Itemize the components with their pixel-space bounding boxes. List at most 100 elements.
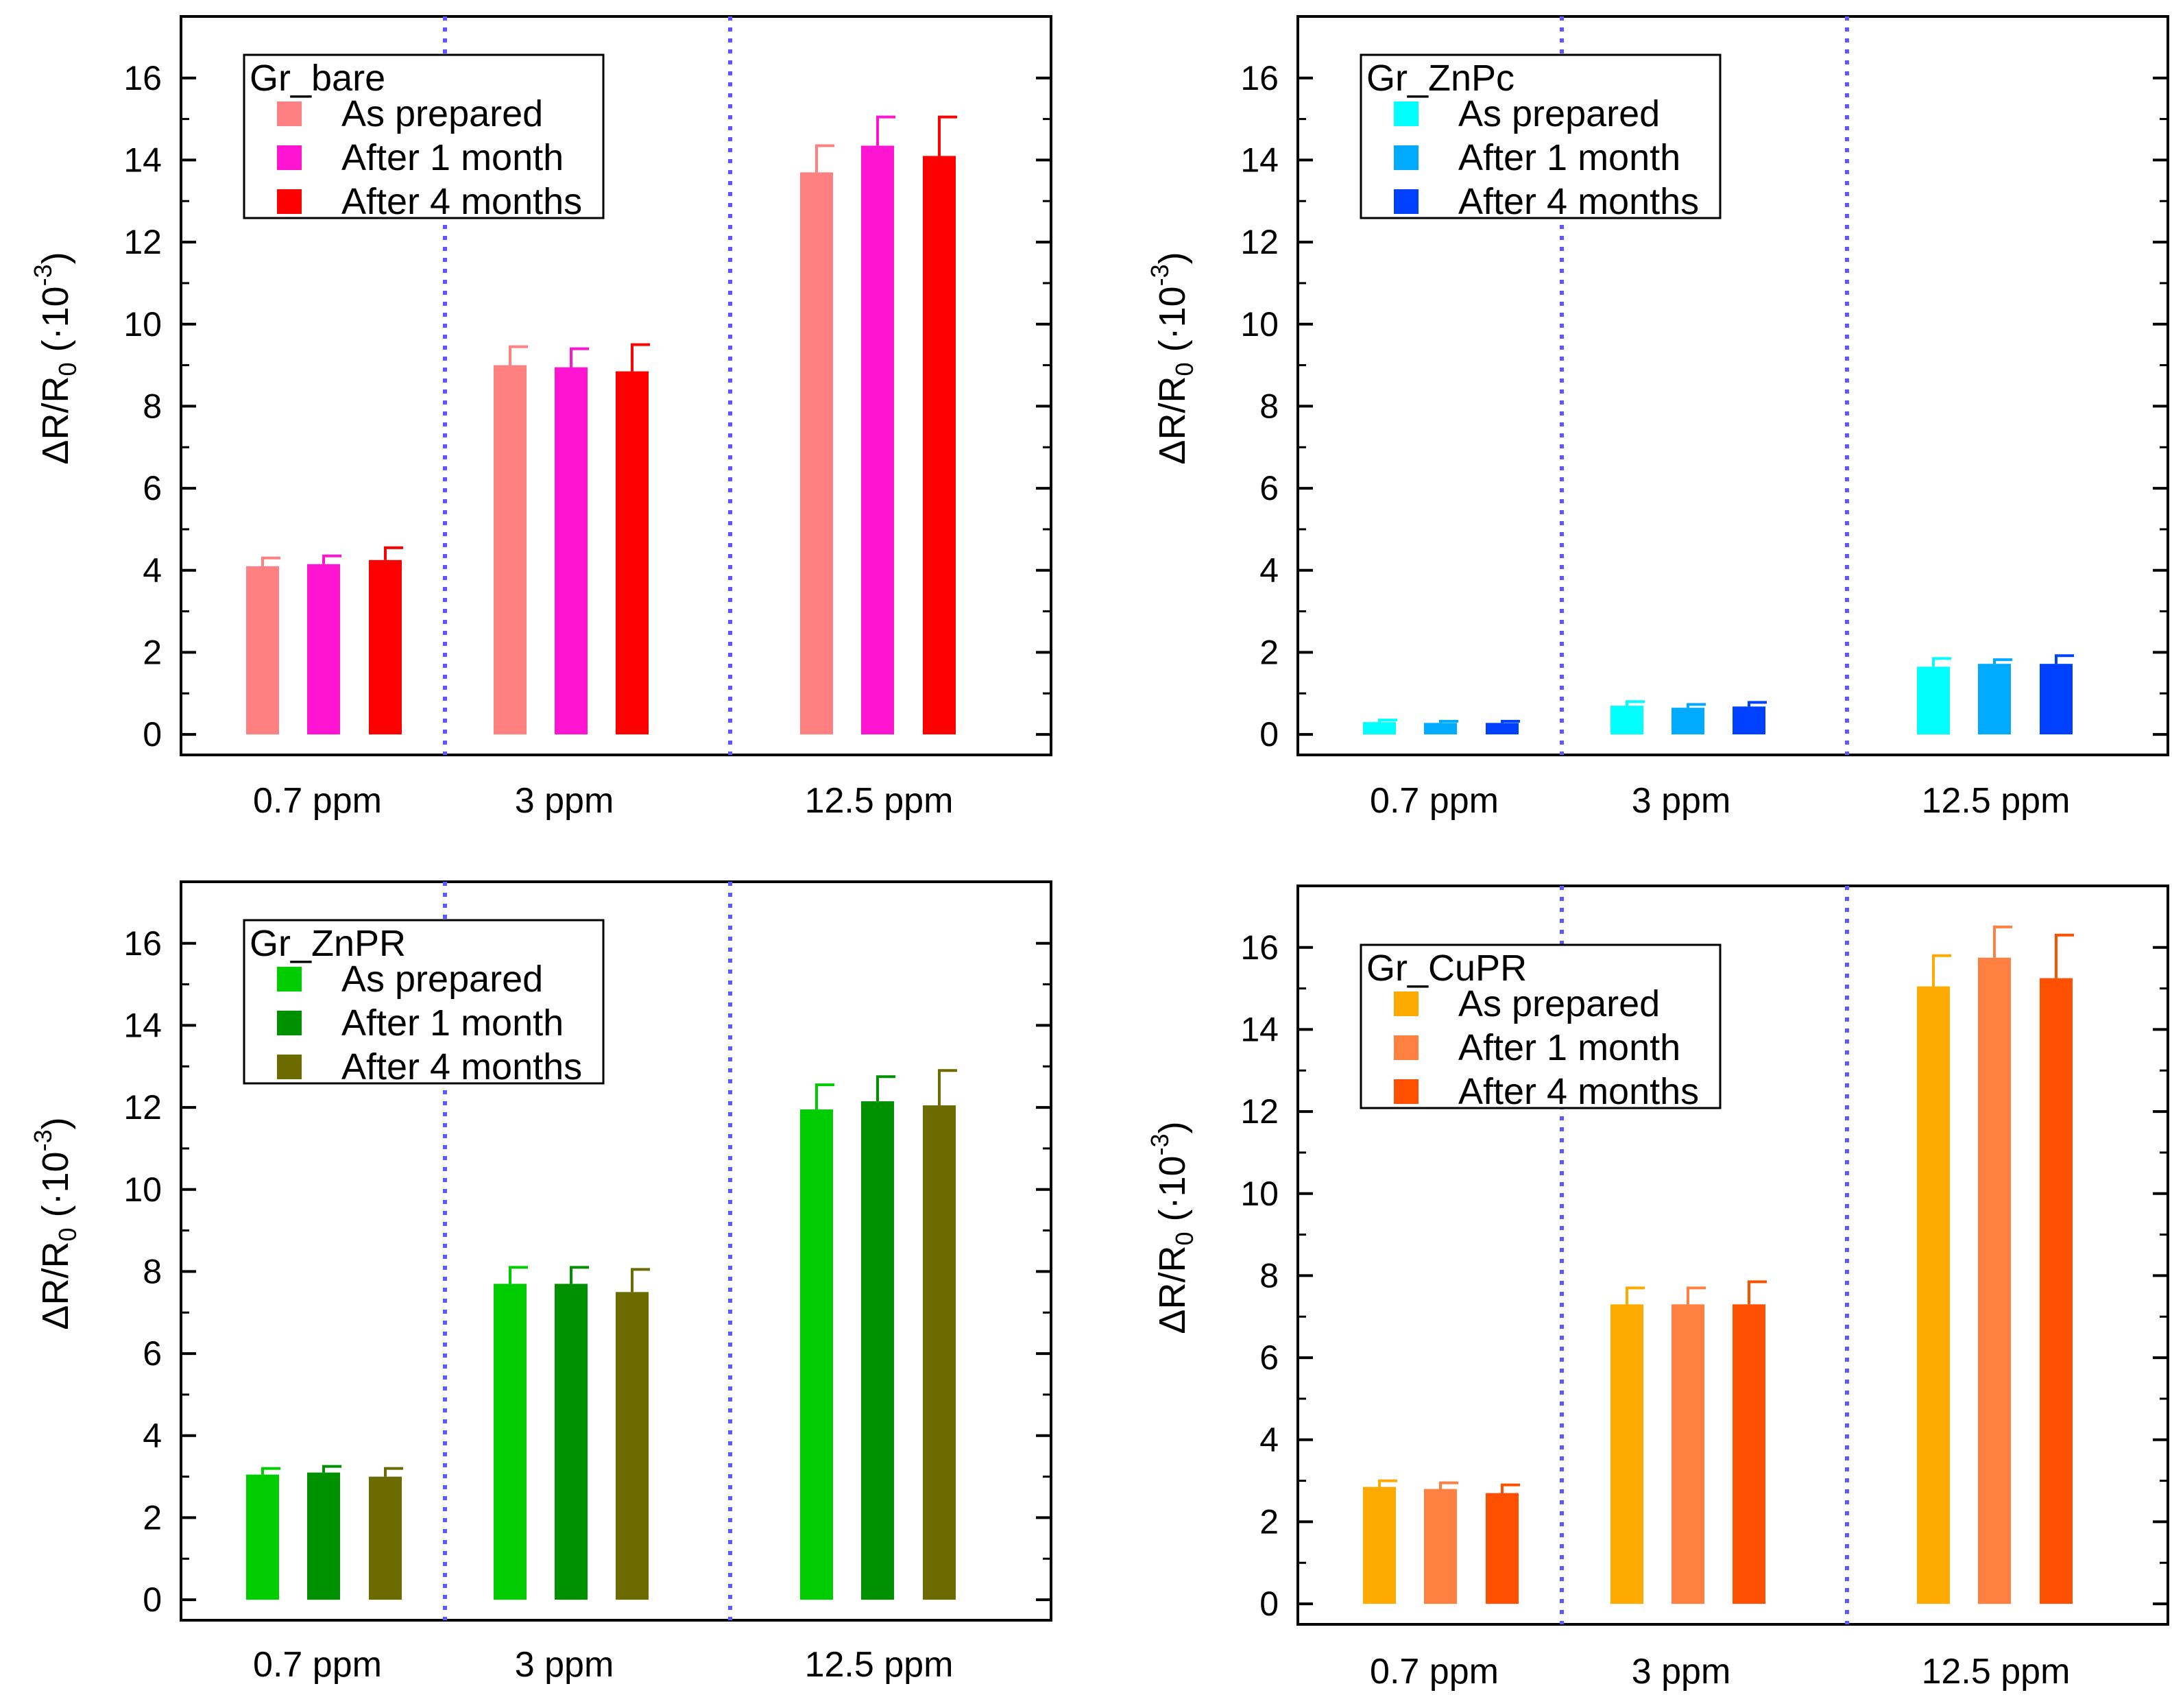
y-tick-label: 4	[143, 1417, 162, 1455]
bar	[1610, 1304, 1643, 1604]
y-tick-label: 12	[1240, 1092, 1279, 1131]
bar	[1424, 1489, 1457, 1604]
y-axis-label: ΔR/R0 (·10-3)	[29, 1117, 82, 1330]
y-tick-label: 6	[143, 469, 162, 507]
legend-entry: After 4 months	[1458, 1071, 1699, 1112]
bar	[616, 1292, 649, 1600]
y-tick-label: 10	[123, 1170, 162, 1209]
legend-title: Gr_ZnPR	[250, 923, 406, 964]
legend-swatch	[1394, 101, 1419, 126]
bar	[2040, 664, 2073, 735]
y-tick-label: 16	[1240, 928, 1279, 967]
legend-title: Gr_CuPR	[1366, 948, 1527, 989]
y-tick-label: 2	[1259, 1502, 1279, 1541]
y-tick-label: 2	[1259, 633, 1279, 671]
y-tick-label: 10	[1240, 1175, 1279, 1213]
bar	[2040, 978, 2073, 1604]
y-tick-label: 12	[1240, 223, 1279, 261]
y-tick-label: 14	[123, 1006, 162, 1044]
legend-swatch	[277, 101, 302, 126]
y-tick-label: 4	[1259, 551, 1279, 590]
legend-title: Gr_bare	[250, 58, 385, 99]
y-label-subscript: 0	[1170, 362, 1198, 376]
bar	[1363, 1487, 1396, 1604]
y-tick-label: 2	[143, 1498, 162, 1537]
legend-entry: After 4 months	[1458, 181, 1699, 222]
bar	[1978, 664, 2011, 735]
bar	[1672, 1304, 1704, 1604]
legend-swatch	[277, 145, 302, 170]
y-label-close: )	[35, 1117, 76, 1129]
legend-swatch	[1394, 1035, 1419, 1060]
y-tick-label: 6	[143, 1334, 162, 1373]
legend-box	[1360, 53, 1722, 219]
category-label: 12.5 ppm	[805, 1645, 954, 1685]
y-label-main: ΔR/R	[35, 1242, 76, 1330]
bar	[923, 156, 956, 735]
y-label-close: )	[35, 252, 76, 264]
y-tick-label: 4	[143, 551, 162, 590]
bar	[861, 1101, 894, 1600]
y-tick-label: 14	[1240, 141, 1279, 179]
bar	[369, 1476, 402, 1600]
bar	[307, 1472, 340, 1600]
legend-swatch	[277, 967, 302, 991]
y-label-close: )	[1152, 252, 1193, 264]
legend-entry: After 1 month	[1458, 1027, 1680, 1068]
y-tick-label: 8	[143, 1252, 162, 1290]
y-tick-label: 8	[1259, 387, 1279, 425]
legend-entry: As prepared	[1458, 93, 1660, 134]
y-label-main: ΔR/R	[1152, 1246, 1193, 1334]
category-label: 3 ppm	[515, 1645, 614, 1685]
y-label-main: ΔR/R	[1152, 376, 1193, 465]
y-tick-label: 14	[1240, 1010, 1279, 1048]
bar	[923, 1105, 956, 1600]
y-label-close: )	[1152, 1121, 1193, 1133]
y-tick-label: 6	[1259, 469, 1279, 507]
legend-entry: After 1 month	[1458, 137, 1680, 178]
y-tick-label: 0	[143, 1580, 162, 1619]
y-tick-label: 8	[1259, 1256, 1279, 1295]
y-tick-label: 10	[123, 305, 162, 344]
y-label-middle: (·10	[35, 1151, 76, 1227]
bar	[246, 566, 279, 735]
bar	[555, 367, 588, 735]
bar	[369, 560, 402, 735]
legend-entry: As prepared	[1458, 983, 1660, 1024]
y-tick-label: 2	[143, 633, 162, 671]
y-label-subscript: 0	[53, 362, 82, 376]
y-axis-label: ΔR/R0 (·10-3)	[1146, 1121, 1198, 1334]
y-tick-label: 8	[143, 387, 162, 425]
bar	[1917, 986, 1950, 1604]
y-tick-label: 10	[1240, 305, 1279, 344]
y-label-middle: (·10	[35, 286, 76, 362]
legend-box	[1360, 943, 1722, 1109]
bar	[1672, 708, 1704, 735]
legend-entry: After 1 month	[341, 1002, 564, 1044]
y-label-main: ΔR/R	[35, 376, 76, 465]
y-tick-label: 0	[143, 715, 162, 754]
legend-entry: As prepared	[341, 93, 543, 134]
bar	[616, 371, 649, 735]
category-label: 3 ppm	[515, 781, 614, 821]
bar	[1486, 1493, 1519, 1604]
bar	[1363, 722, 1396, 735]
y-axis-label: ΔR/R0 (·10-3)	[29, 252, 82, 464]
bar	[1486, 723, 1519, 735]
y-tick-label: 6	[1259, 1338, 1279, 1377]
bar	[800, 1109, 833, 1600]
y-label-superscript: -3	[29, 1129, 57, 1151]
y-label-superscript: -3	[1146, 264, 1174, 286]
bar	[1733, 1304, 1765, 1604]
y-tick-label: 14	[123, 141, 162, 179]
bar	[1978, 957, 2011, 1604]
legend-entry: As prepared	[341, 959, 543, 1000]
y-tick-label: 12	[123, 223, 162, 261]
y-tick-label: 16	[1240, 59, 1279, 97]
legend-swatch	[277, 189, 302, 214]
category-label: 0.7 ppm	[1370, 781, 1499, 821]
